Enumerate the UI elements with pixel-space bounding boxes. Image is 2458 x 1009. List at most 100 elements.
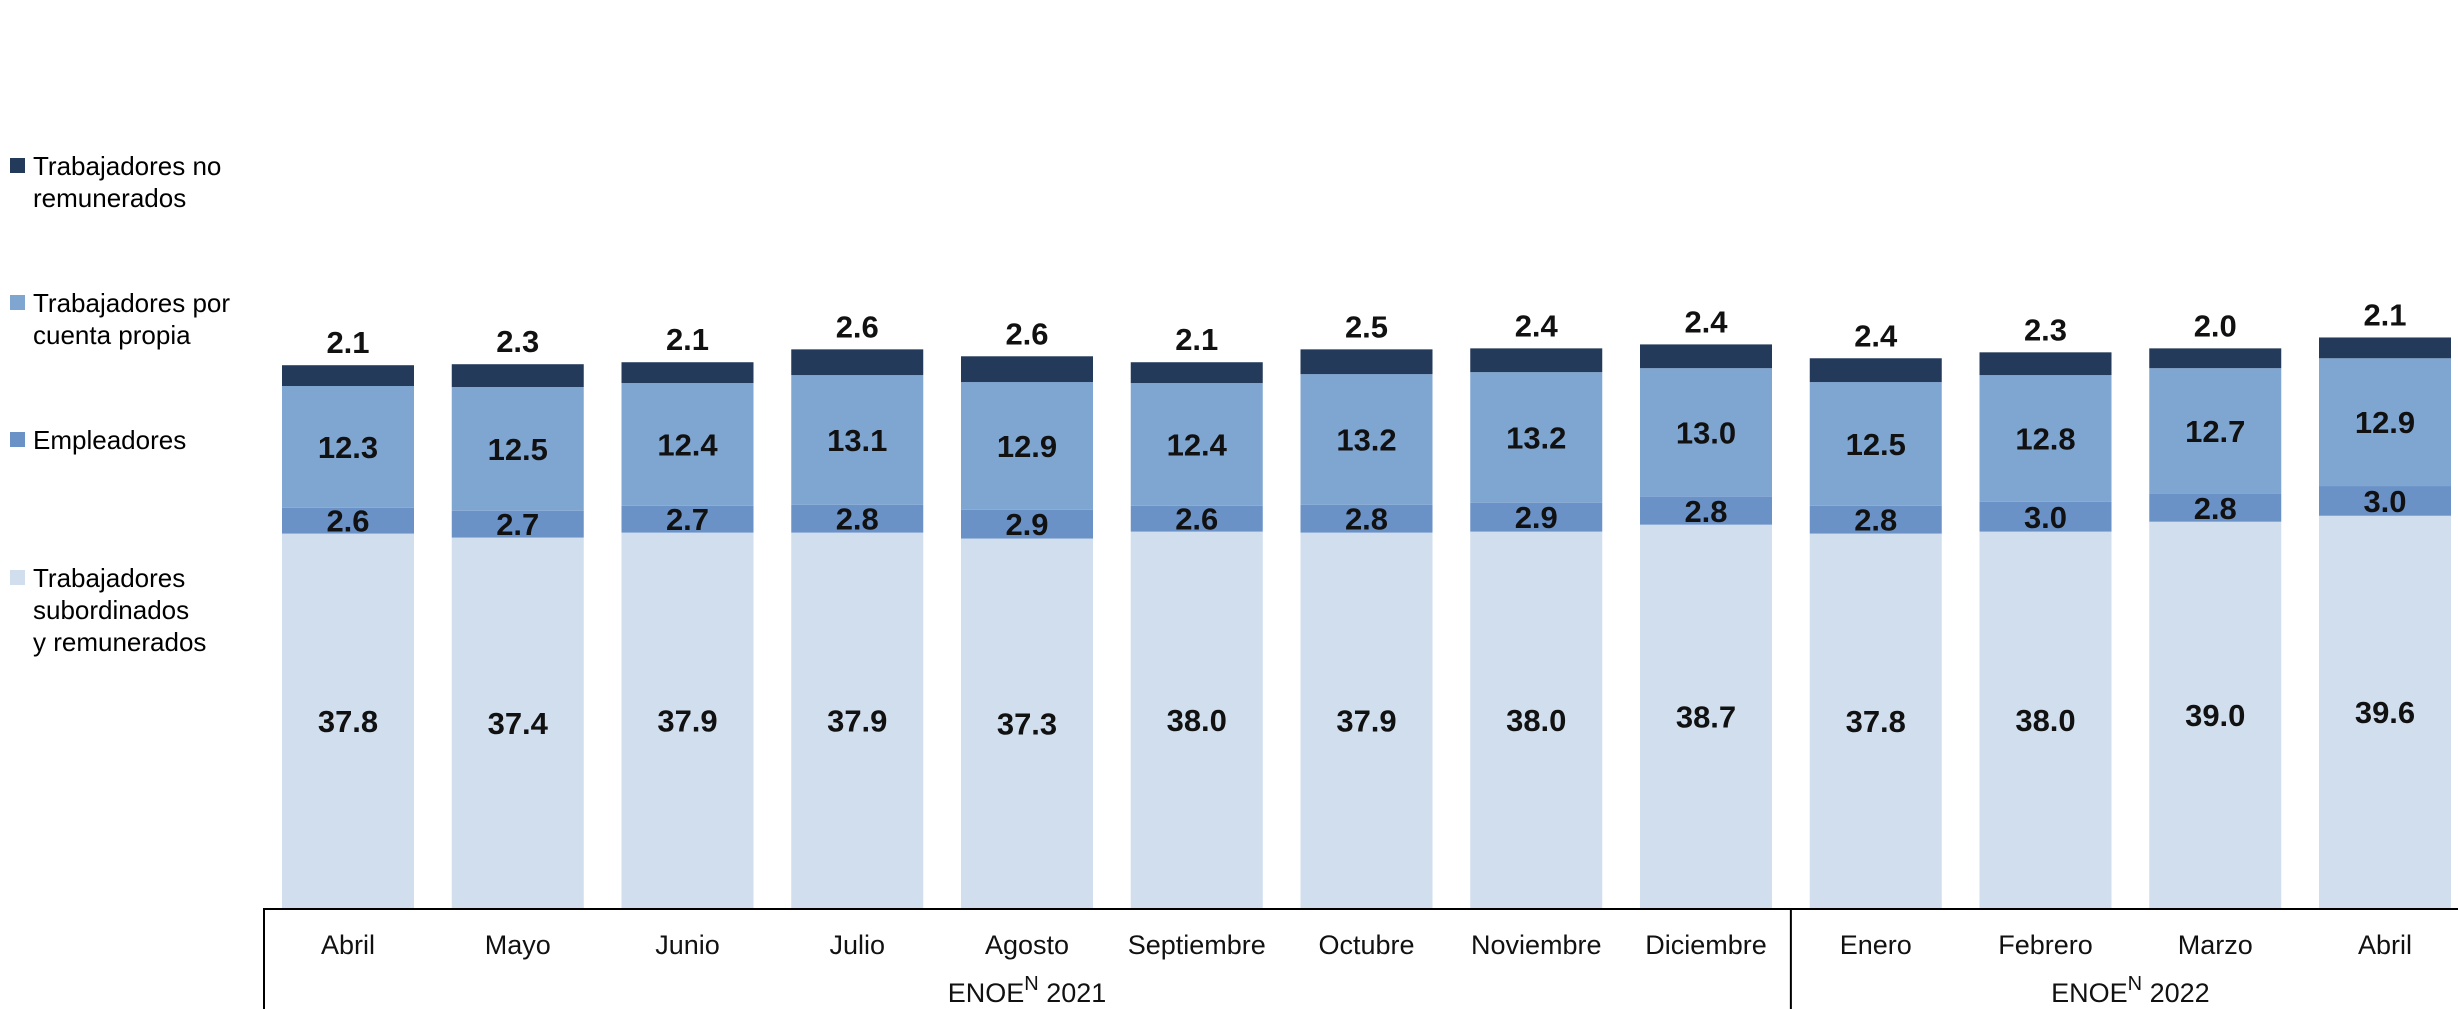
bar-segment-trabajadores-subordinados-y-remunerados: [1300, 532, 1433, 908]
data-label: 12.9: [997, 429, 1057, 464]
bar-segment-trabajadores-por-cuenta-propia: [1640, 368, 1772, 497]
bar-segment-empleadores: [1979, 501, 2112, 532]
data-label: 2.8: [1345, 502, 1388, 537]
data-label: 2.6: [1005, 316, 1048, 351]
data-label: 2.1: [2363, 297, 2406, 332]
bar-segment-trabajadores-subordinados-y-remunerados: [791, 532, 924, 908]
bar-segment-trabajadores-por-cuenta-propia: [1300, 374, 1433, 505]
data-label: 2.4: [1684, 304, 1728, 339]
bar-segment-trabajadores-subordinados-y-remunerados: [282, 533, 414, 908]
bar-segment-empleadores: [791, 504, 924, 533]
bar-segment-trabajadores-subordinados-y-remunerados: [1470, 531, 1603, 908]
legend-label: Trabajadores subordinados y remunerados: [33, 563, 207, 657]
x-tick-label: Marzo: [2178, 930, 2253, 960]
data-label: 2.9: [1005, 507, 1048, 542]
x-tick-label: Enero: [1840, 930, 1912, 960]
legend-item-empleadores: Empleadores: [10, 424, 186, 456]
bar-segment-trabajadores-no-remunerados: [1979, 352, 2112, 376]
data-label: 38.0: [1506, 703, 1566, 738]
data-label: 12.9: [2355, 405, 2415, 440]
bar-segment-trabajadores-subordinados-y-remunerados: [1809, 533, 1942, 908]
bar-segment-trabajadores-no-remunerados: [1130, 362, 1263, 384]
data-label: 12.5: [1846, 427, 1906, 462]
data-label: 3.0: [2363, 484, 2406, 519]
bar-segment-trabajadores-subordinados-y-remunerados: [2149, 521, 2282, 908]
x-tick-label: Noviembre: [1471, 930, 1602, 960]
bar-segment-trabajadores-subordinados-y-remunerados: [961, 538, 1093, 908]
bar-segment-trabajadores-por-cuenta-propia: [1979, 375, 2112, 502]
bar-segment-trabajadores-por-cuenta-propia: [451, 386, 584, 511]
legend-swatch: [10, 570, 25, 585]
x-tick-label: Junio: [655, 930, 720, 960]
data-label: 2.3: [496, 324, 539, 359]
bar-segment-empleadores: [282, 507, 414, 534]
data-label: 13.1: [827, 423, 887, 458]
x-tick-label: Abril: [321, 930, 375, 960]
bar-segment-trabajadores-por-cuenta-propia: [1809, 382, 1942, 506]
legend-item-trabajadores-no-remunerados: Trabajadores no remunerados: [10, 150, 221, 214]
bar-segment-empleadores: [621, 505, 754, 533]
legend-item-trabajadores-por-cuenta-propia: Trabajadores por cuenta propia: [10, 287, 230, 351]
bar-segment-empleadores: [1809, 505, 1942, 534]
x-tick-label: Febrero: [1998, 930, 2093, 960]
bar-segment-trabajadores-no-remunerados: [451, 364, 584, 387]
legend-swatch: [10, 432, 25, 447]
data-label: 2.0: [2194, 308, 2237, 343]
bar-segment-trabajadores-por-cuenta-propia: [2319, 358, 2451, 487]
x-group-label: ENOEN 2021: [948, 973, 1107, 1008]
data-label: 2.7: [496, 507, 539, 542]
bar-segment-trabajadores-por-cuenta-propia: [282, 386, 414, 508]
data-label: 13.2: [1336, 422, 1396, 457]
legend-label: Trabajadores no remunerados: [33, 151, 222, 213]
bar-segment-trabajadores-no-remunerados: [1640, 344, 1772, 369]
data-label: 37.8: [1846, 704, 1906, 739]
data-label: 2.6: [836, 309, 879, 344]
legend-swatch: [10, 158, 25, 173]
x-tick-label: Diciembre: [1645, 930, 1767, 960]
bar-segment-trabajadores-no-remunerados: [1300, 349, 1433, 375]
bar-segment-empleadores: [1130, 505, 1263, 532]
x-group-label: ENOEN 2022: [2051, 973, 2210, 1008]
data-label: 37.4: [488, 706, 549, 741]
data-label: 37.9: [1336, 703, 1396, 738]
data-label: 2.8: [1854, 503, 1897, 538]
x-tick-label: Octubre: [1318, 930, 1414, 960]
bar-segment-trabajadores-no-remunerados: [961, 356, 1093, 383]
bar-segment-empleadores: [2319, 486, 2451, 516]
data-label: 37.3: [997, 706, 1057, 741]
bar-segment-trabajadores-por-cuenta-propia: [1130, 383, 1263, 506]
bar-segment-trabajadores-subordinados-y-remunerados: [451, 537, 584, 908]
data-label: 2.6: [1175, 502, 1218, 537]
bar-segment-trabajadores-subordinados-y-remunerados: [1640, 524, 1772, 908]
data-label: 2.1: [666, 322, 709, 357]
data-label: 2.3: [2024, 312, 2067, 347]
data-label: 39.6: [2355, 695, 2415, 730]
data-label: 13.0: [1676, 416, 1736, 451]
bar-segment-empleadores: [451, 510, 584, 538]
bar-segment-trabajadores-no-remunerados: [791, 349, 924, 376]
data-label: 12.4: [1167, 427, 1228, 462]
data-label: 2.9: [1515, 500, 1558, 535]
legend-swatch: [10, 295, 25, 310]
legend-item-trabajadores-subordinados: Trabajadores subordinados y remunerados: [10, 562, 206, 658]
data-label: 2.5: [1345, 309, 1388, 344]
data-label: 38.7: [1676, 699, 1736, 734]
x-tick-label: Julio: [829, 930, 885, 960]
bar-segment-trabajadores-subordinados-y-remunerados: [1979, 531, 2112, 908]
bar-segment-trabajadores-subordinados-y-remunerados: [621, 532, 754, 908]
data-label: 12.8: [2015, 422, 2075, 457]
data-label: 12.5: [488, 432, 548, 467]
data-label: 2.8: [836, 502, 879, 537]
data-label: 2.1: [326, 325, 369, 360]
data-label: 38.0: [1167, 703, 1227, 738]
data-label: 2.4: [1854, 318, 1898, 353]
bar-segment-trabajadores-no-remunerados: [2149, 348, 2282, 369]
data-label: 3.0: [2024, 500, 2067, 535]
data-label: 2.8: [2194, 491, 2237, 526]
x-tick-label: Septiembre: [1128, 930, 1266, 960]
bar-segment-empleadores: [1300, 504, 1433, 533]
bar-segment-trabajadores-no-remunerados: [282, 365, 414, 387]
bar-segment-empleadores: [1640, 496, 1772, 525]
legend-label: Empleadores: [33, 425, 187, 455]
